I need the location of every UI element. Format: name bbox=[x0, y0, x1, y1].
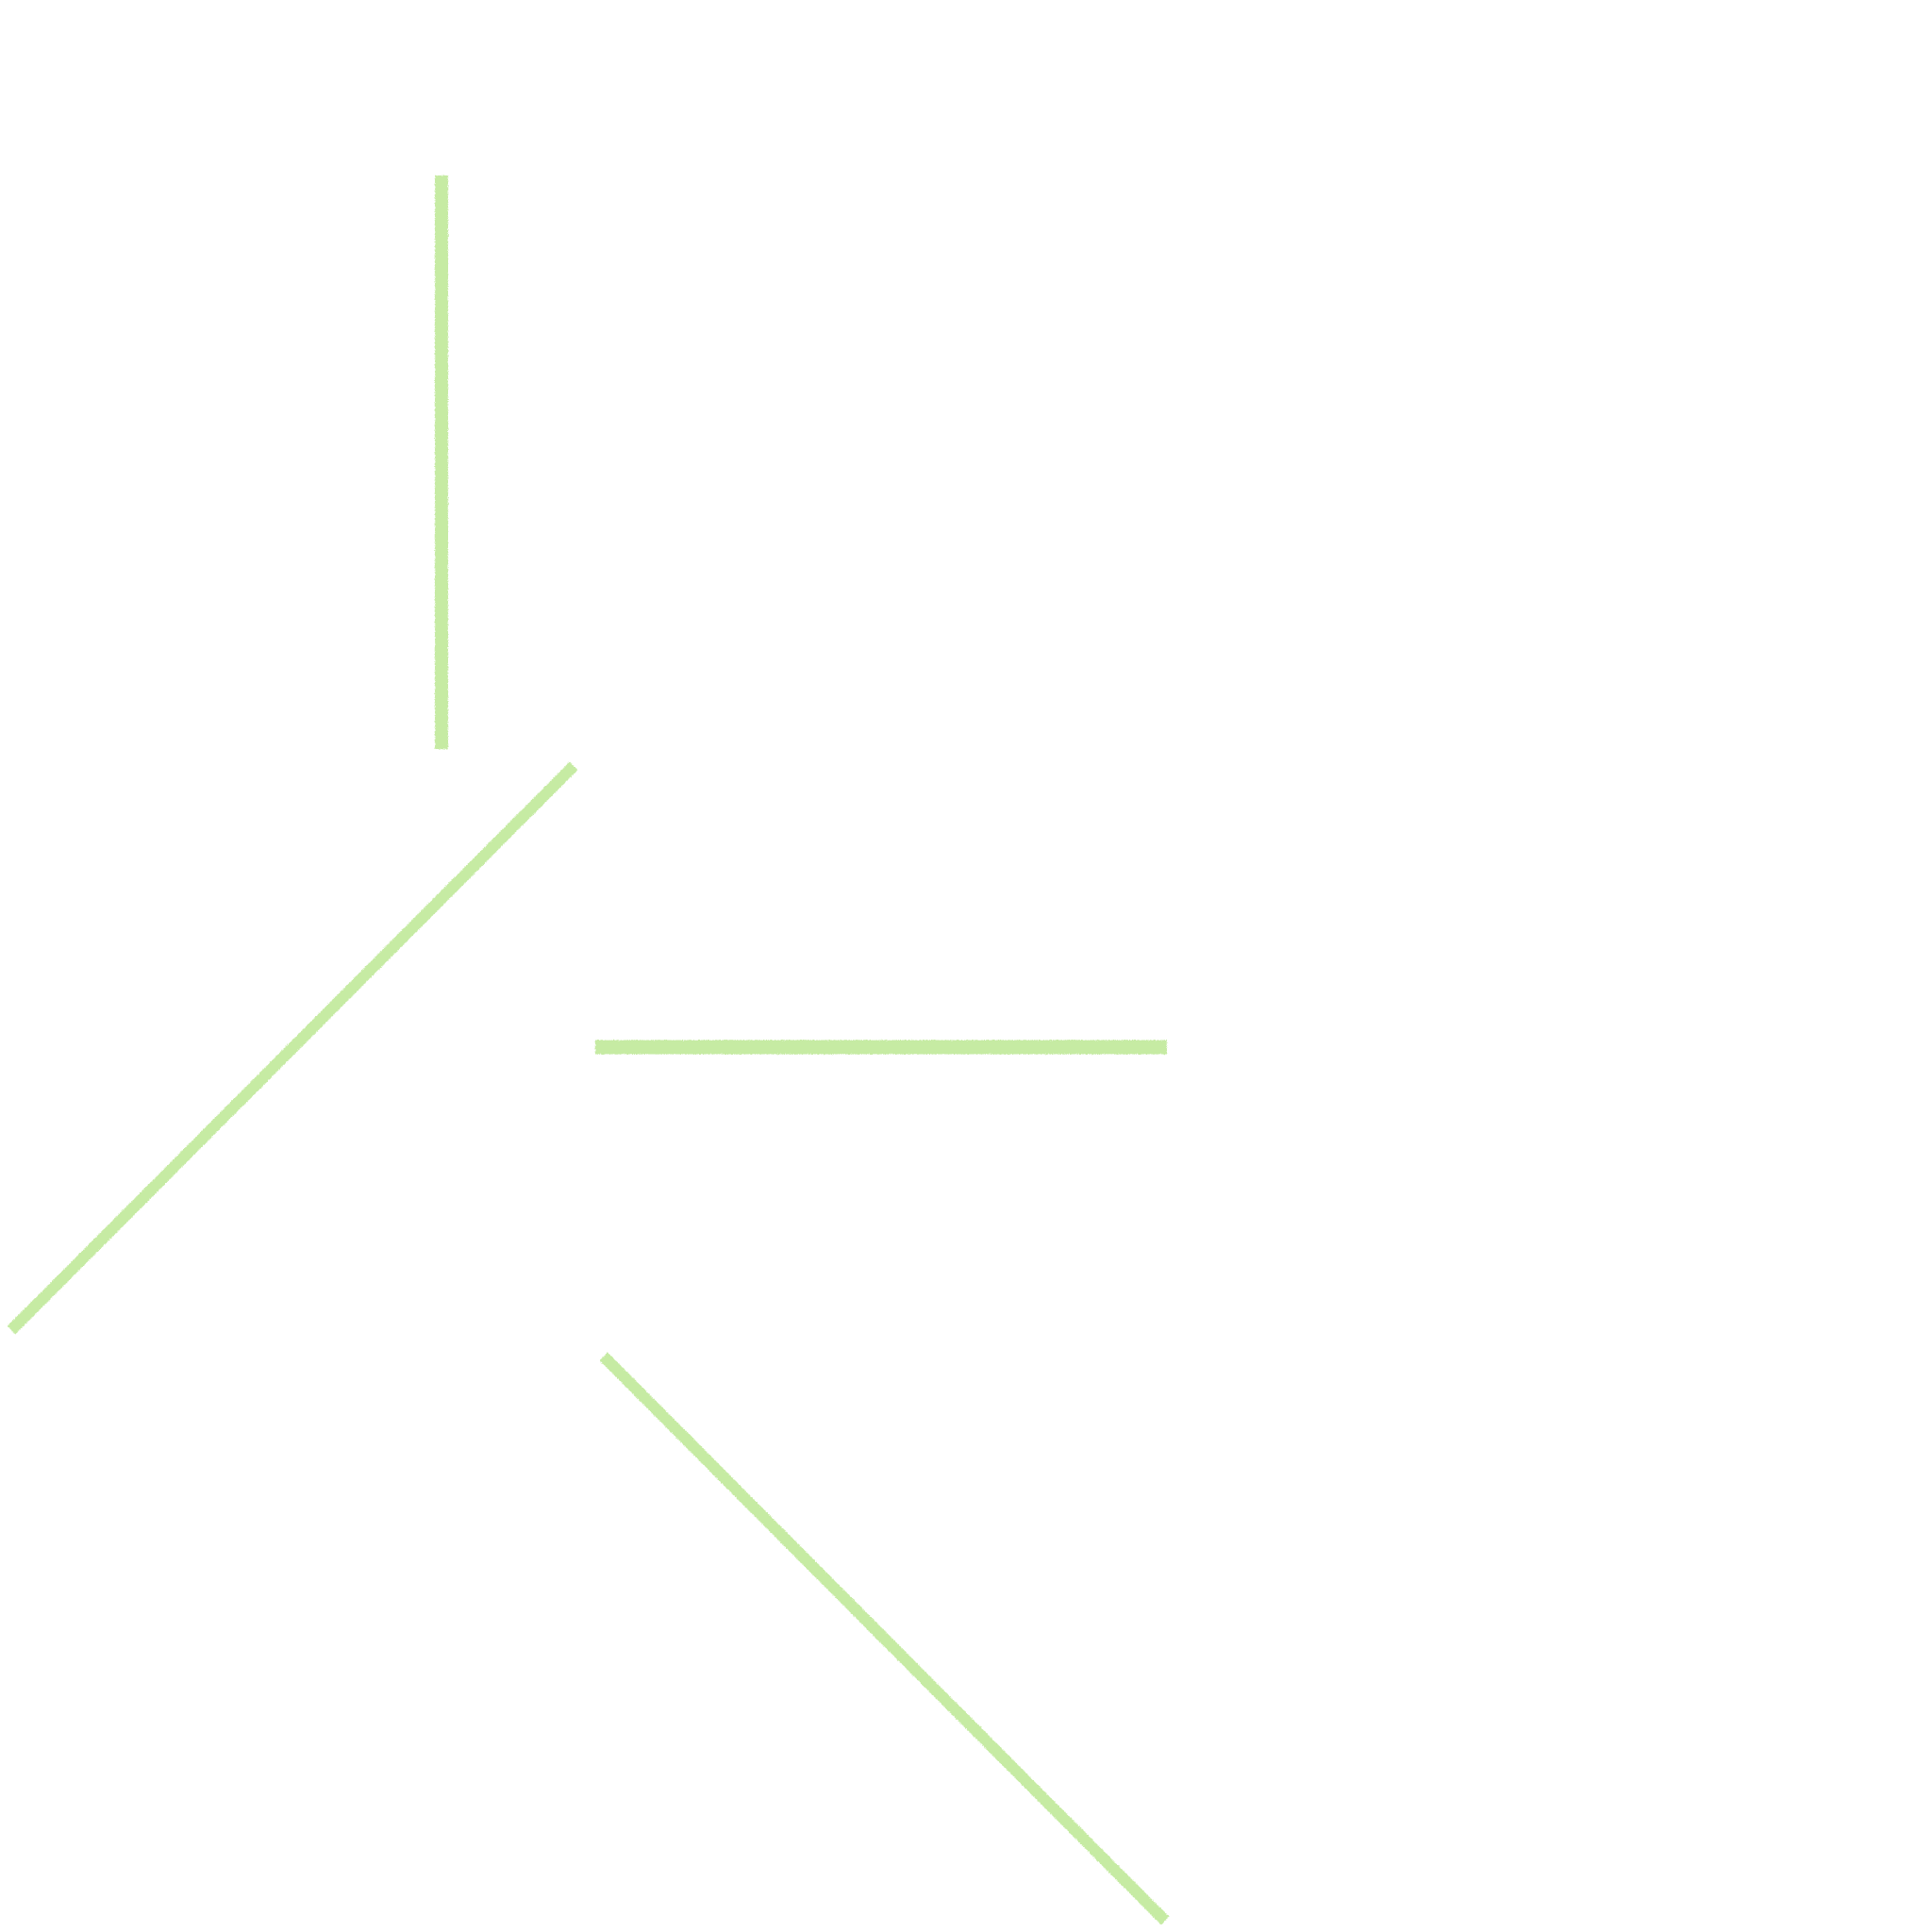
stroke-diagonal-down-right bbox=[599, 1352, 1170, 1925]
strokes-group bbox=[7, 175, 1170, 1925]
stroke-diagonal-up-right bbox=[7, 761, 578, 1335]
